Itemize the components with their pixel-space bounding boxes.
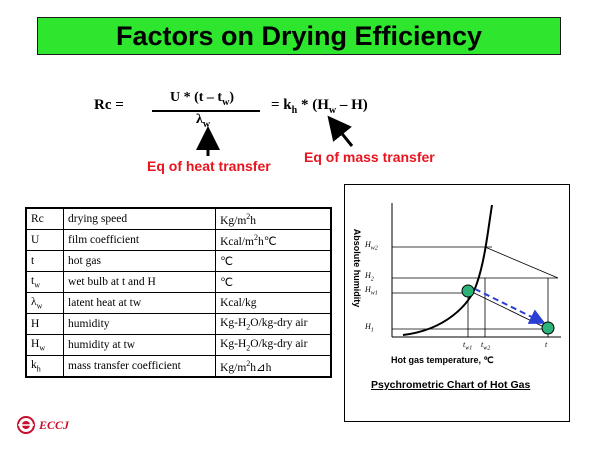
desc-cell: humidity at tw [63, 334, 217, 356]
process-arrow [474, 288, 546, 324]
numerator-sub: w [222, 96, 230, 108]
tick-h2: H2 [365, 271, 374, 283]
y-axis-label: Absolute humidity [352, 228, 362, 308]
table-row: Hw humidity at tw Kg-H2O/kg-dry air [25, 334, 332, 356]
symbol-cell: kh [25, 355, 65, 378]
numerator-main: U * (t – t [170, 90, 223, 105]
mass-arrow [327, 115, 354, 147]
eccj-logo: ECCJ [16, 415, 69, 435]
equation-lhs: Rc = [94, 97, 124, 113]
psychrometric-chart: Absolute humidity Hw2 H2 Hw1 H1 tw1 tw2 … [344, 184, 570, 422]
saturation-curve [402, 204, 493, 336]
logo-text: ECCJ [39, 417, 70, 432]
table-row: tw wet bulb at t and H ℃ [25, 271, 332, 293]
unit-cell: Kcal/kg [215, 292, 332, 314]
chart-caption: Psychrometric Chart of Hot Gas [371, 379, 531, 391]
logo-mark-icon [17, 416, 35, 434]
mass-transfer-label: Eq of mass transfer [304, 149, 435, 165]
fraction-bar [152, 110, 260, 112]
rhs-sub2: w [328, 105, 337, 116]
title-banner: Factors on Drying Efficiency [37, 17, 561, 55]
denominator-main: λ [196, 112, 203, 127]
symbol-cell: Hw [25, 334, 65, 356]
tick-h1: H1 [365, 322, 374, 334]
symbol-cell: λw [25, 292, 65, 314]
desc-cell: film coefficient [63, 229, 217, 251]
desc-cell: drying speed [63, 207, 217, 230]
desc-cell: wet bulb at t and H [63, 271, 217, 293]
unit-cell: Kg/m2h⊿h [215, 355, 332, 378]
heat-transfer-label: Eq of heat transfer [147, 158, 271, 174]
equation-numerator: U * (t – tw) [170, 90, 234, 108]
state-point-1 [461, 284, 475, 298]
table-row: Rc drying speed Kg/m2h [25, 207, 332, 230]
chart-svg [391, 203, 561, 338]
table-row: kh mass transfer coefficient Kg/m2h⊿h [25, 355, 332, 378]
desc-cell: hot gas [63, 250, 217, 272]
symbol-cell: H [25, 313, 65, 335]
symbol-cell: tw [25, 271, 65, 293]
diagonal-upper [484, 246, 559, 279]
desc-cell: latent heat at tw [63, 292, 217, 314]
parameter-table: Rc drying speed Kg/m2h U film coefficien… [25, 207, 332, 378]
desc-cell: mass transfer coefficient [63, 355, 217, 378]
table-row: λw latent heat at tw Kcal/kg [25, 292, 332, 314]
tick-hw1: Hw1 [365, 285, 378, 297]
unit-cell: Kg-H2O/kg-dry air [215, 313, 332, 335]
unit-cell: ℃ [215, 271, 332, 293]
tick-t: t [545, 340, 548, 349]
diagonal-lower [467, 289, 549, 330]
denominator-sub: w [202, 118, 211, 130]
numerator-close: ) [229, 90, 235, 105]
unit-cell: Kg/m2h [215, 207, 332, 230]
rhs-sub1: h [291, 105, 298, 116]
unit-cell: ℃ [215, 250, 332, 272]
state-point-2 [541, 321, 555, 335]
tick-hw2: Hw2 [365, 240, 378, 252]
tick-tw1: tw1 [463, 340, 473, 352]
x-axis-label: Hot gas temperature, ℃ [391, 355, 494, 365]
tick-tw2: tw2 [481, 340, 491, 352]
unit-cell: Kg-H2O/kg-dry air [215, 334, 332, 356]
rhs-a: = k [271, 97, 292, 113]
table-row: U film coefficient Kcal/m2h℃ [25, 229, 332, 251]
desc-cell: humidity [63, 313, 217, 335]
page-title: Factors on Drying Efficiency [115, 20, 483, 51]
unit-cell: Kcal/m2h℃ [215, 229, 332, 251]
table-row: H humidity Kg-H2O/kg-dry air [25, 313, 332, 335]
symbol-cell: U [25, 229, 65, 251]
table-row: t hot gas ℃ [25, 250, 332, 272]
equation-rhs: = kh * (Hw – H) [271, 97, 368, 116]
symbol-cell: t [25, 250, 65, 272]
rhs-c: – H) [336, 97, 368, 113]
rhs-b: * (H [297, 97, 329, 113]
equation-denominator: λw [196, 112, 210, 130]
symbol-cell: Rc [25, 207, 65, 230]
